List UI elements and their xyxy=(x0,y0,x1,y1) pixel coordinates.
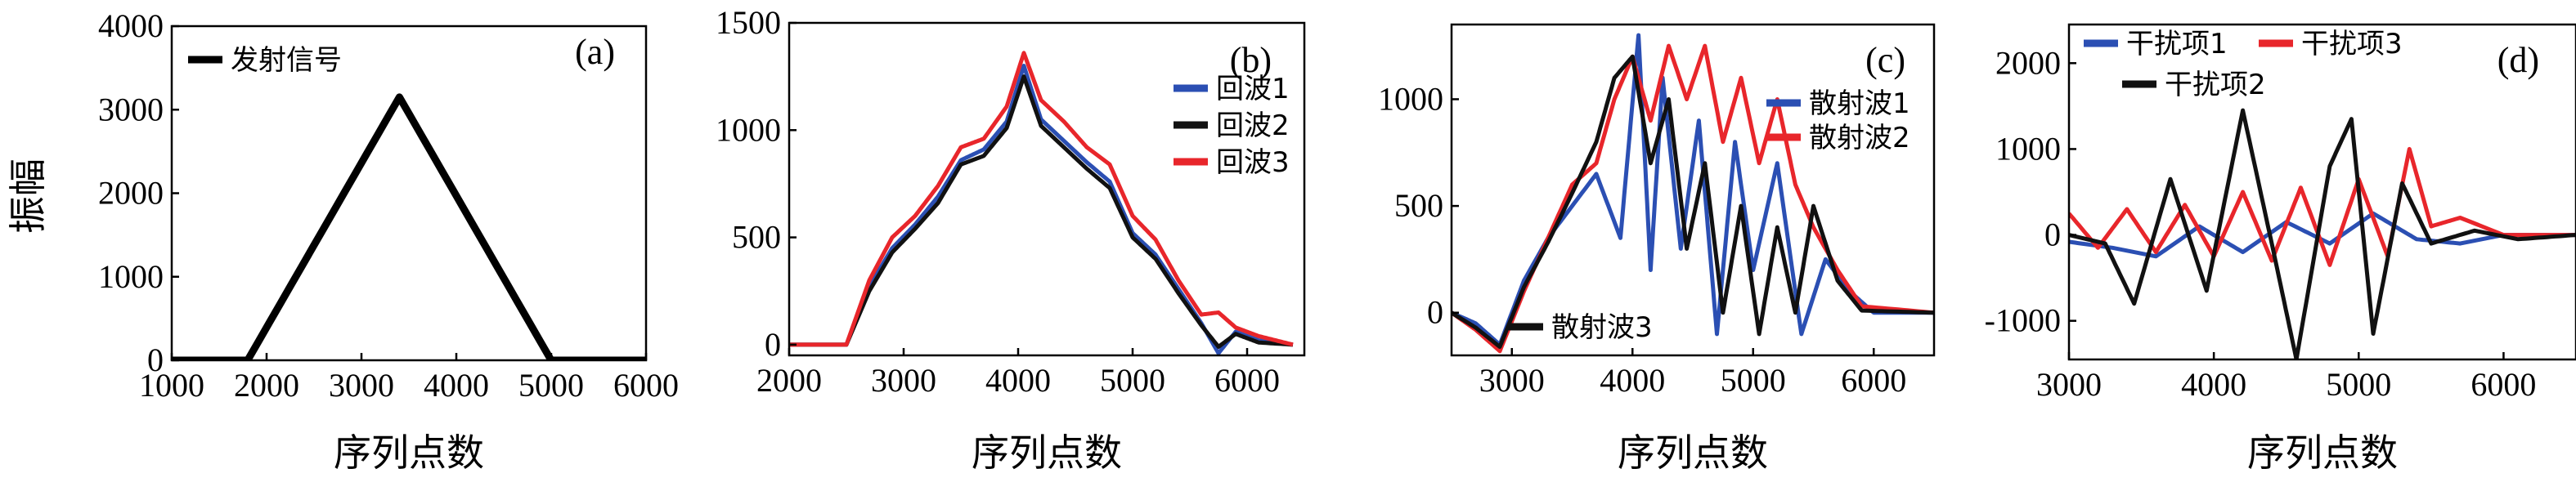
series-line-回波3 xyxy=(789,51,1294,347)
plot-frame xyxy=(788,21,1306,357)
y-tick-label: 1500 xyxy=(716,4,781,41)
y-tick-label: 4000 xyxy=(98,7,164,44)
x-tick-label: 2000 xyxy=(756,362,822,399)
y-axis-label: 振幅 xyxy=(6,158,50,234)
x-tick-label: 2000 xyxy=(234,367,299,404)
y-tick-label: 3000 xyxy=(98,91,164,127)
series-line-干扰项3 xyxy=(2069,146,2576,267)
legend-label: 干扰项2 xyxy=(2165,69,2266,101)
legend-label: 干扰项3 xyxy=(2301,28,2403,60)
series-line-回波2 xyxy=(789,74,1294,349)
y-tick-label: 1000 xyxy=(1995,130,2061,167)
x-tick-label: 4000 xyxy=(2181,366,2246,403)
legend-label: 发射信号 xyxy=(231,44,342,77)
plot-frame xyxy=(2067,23,2576,361)
x-axis-label: 序列点数 xyxy=(1618,431,1768,475)
x-tick-label: 5000 xyxy=(1721,362,1786,399)
y-tick-label: 1000 xyxy=(716,111,781,148)
y-tick-label: 500 xyxy=(732,219,781,256)
legend-label: 散射波3 xyxy=(1551,311,1653,344)
x-tick-label: 5000 xyxy=(1100,362,1165,399)
x-tick-label: 6000 xyxy=(613,367,679,404)
series-line-干扰项2 xyxy=(2069,108,2576,359)
y-tick-label: 2000 xyxy=(1995,44,2061,81)
legend-label: 散射波2 xyxy=(1809,122,1910,154)
x-axis-label: 序列点数 xyxy=(334,431,484,475)
legend-label: 散射波1 xyxy=(1809,87,1910,120)
y-tick-label: 1000 xyxy=(1378,80,1443,117)
y-tick-label: 0 xyxy=(2044,216,2061,253)
legend-label: 回波2 xyxy=(1216,109,1290,142)
legend-label: 回波1 xyxy=(1216,73,1290,105)
chart-panel-1: 1000 2000 3000 4000 5000 60000100020003000400… xyxy=(6,7,679,475)
panel-label: (d) xyxy=(2497,40,2539,80)
chart-panel-2: 2000 3000 4000 5000 6000050010001500序列点数(b)回… xyxy=(716,4,1306,475)
x-axis-label: 序列点数 xyxy=(972,431,1122,475)
panel-label: (b) xyxy=(1230,40,1272,80)
x-tick-label: 5000 xyxy=(2326,366,2391,403)
x-tick-label: 3000 xyxy=(871,362,936,399)
legend-label: 回波3 xyxy=(1216,146,1290,179)
x-tick-label: 3000 xyxy=(329,367,394,404)
x-tick-label: 1000 xyxy=(139,367,204,404)
y-tick-label: 0 xyxy=(1427,294,1443,331)
panel-label: (c) xyxy=(1865,40,1905,80)
y-tick-label: 1000 xyxy=(98,258,164,295)
x-tick-label: 6000 xyxy=(1214,362,1280,399)
x-tick-label: 4000 xyxy=(424,367,489,404)
x-axis-label: 序列点数 xyxy=(2247,431,2398,475)
panel-label: (a) xyxy=(575,32,615,72)
series-line-散射波3 xyxy=(1452,54,1934,349)
y-tick-label: -1000 xyxy=(1985,302,2061,339)
x-tick-label: 3000 xyxy=(2036,366,2102,403)
legend-label: 干扰项1 xyxy=(2126,28,2228,60)
chart-panel-4: 3000 4000 5000 6000 -1000 0 1000 2000 序列点数 (d) 干扰项… xyxy=(1985,23,2576,475)
x-tick-label: 6000 xyxy=(2471,366,2536,403)
x-tick-label: 4000 xyxy=(1600,362,1665,399)
y-tick-label: 2000 xyxy=(98,175,164,212)
x-tick-label: 4000 xyxy=(985,362,1051,399)
x-tick-label: 6000 xyxy=(1841,362,1906,399)
y-tick-label: 0 xyxy=(765,326,781,363)
y-tick-label: 500 xyxy=(1394,187,1443,224)
x-tick-label: 3000 xyxy=(1479,362,1545,399)
series-line-发射信号 xyxy=(172,93,646,360)
series-line-散射波1 xyxy=(1452,33,1934,347)
plot-frame xyxy=(1450,23,1936,357)
y-tick-label: 0 xyxy=(147,341,164,378)
x-tick-label: 5000 xyxy=(518,367,584,404)
